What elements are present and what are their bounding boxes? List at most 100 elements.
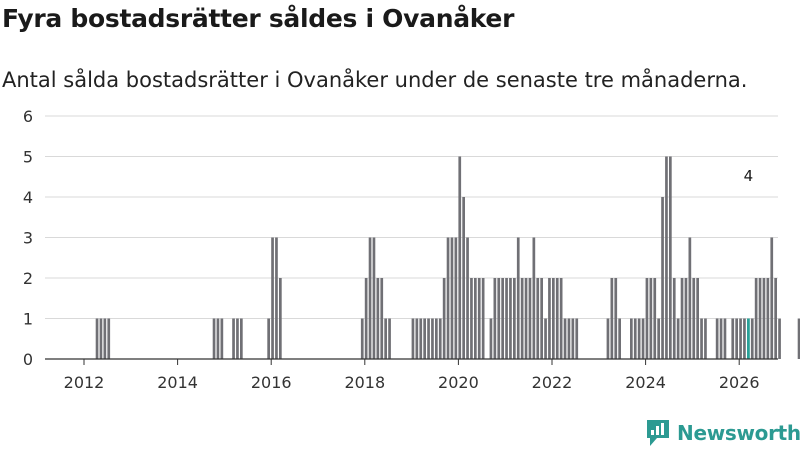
bar	[435, 318, 438, 359]
bar	[540, 278, 543, 359]
bar	[637, 318, 641, 359]
bar	[376, 278, 380, 359]
bar	[610, 278, 614, 359]
bar-series	[95, 156, 800, 359]
bar	[536, 278, 540, 359]
bar	[548, 278, 551, 359]
bar	[474, 278, 477, 359]
y-tick-label: 2	[23, 269, 33, 288]
bar	[758, 278, 762, 359]
bar	[719, 318, 723, 359]
bar	[797, 318, 800, 359]
bar	[271, 237, 274, 359]
bar	[731, 318, 735, 359]
bar	[528, 278, 532, 359]
bar	[520, 278, 524, 359]
bar	[501, 278, 504, 359]
bar	[653, 278, 657, 359]
bar	[723, 318, 727, 359]
bar	[470, 278, 473, 359]
x-tick-label: 2020	[438, 373, 479, 392]
bar	[552, 278, 555, 359]
chart-title: Fyra bostadsrätter såldes i Ovanåker	[2, 4, 515, 33]
bar	[688, 237, 692, 359]
bar	[665, 156, 668, 359]
y-axis-ticks: 0 1 2 3 4 5 6	[23, 107, 33, 369]
bar	[774, 278, 777, 359]
x-tick-label: 2014	[157, 373, 198, 392]
bar	[438, 318, 442, 359]
x-tick-label: 2018	[344, 373, 385, 392]
bar	[770, 237, 774, 359]
bar	[220, 318, 224, 359]
bar	[240, 318, 243, 359]
bar	[450, 237, 454, 359]
bar	[216, 318, 220, 359]
bar	[232, 318, 235, 359]
bar	[411, 318, 415, 359]
bar	[657, 318, 660, 359]
bar	[423, 318, 426, 359]
bar	[442, 278, 446, 359]
y-tick-label: 6	[23, 107, 33, 126]
highlight-value-label: 4	[744, 167, 754, 185]
brand-name: Newsworthy	[677, 421, 800, 445]
x-tick-label: 2012	[64, 373, 105, 392]
bar	[275, 237, 278, 359]
bar	[372, 237, 376, 359]
bar	[676, 318, 680, 359]
bar	[559, 278, 563, 359]
bar	[571, 318, 575, 359]
bar	[505, 278, 508, 359]
bar	[661, 197, 664, 359]
bar	[750, 318, 754, 359]
bar	[762, 278, 766, 359]
bar	[368, 237, 372, 359]
bar	[563, 318, 567, 359]
bar	[524, 278, 528, 359]
bar	[645, 278, 649, 359]
y-tick-label: 1	[23, 310, 33, 329]
bar	[415, 318, 419, 359]
bar	[630, 318, 633, 359]
bar	[364, 278, 368, 359]
bar	[532, 237, 536, 359]
bar	[279, 278, 282, 359]
bar	[743, 318, 746, 359]
newsworthy-logo-icon	[647, 420, 669, 446]
bar	[466, 237, 469, 359]
bar	[680, 278, 684, 359]
bar	[107, 318, 111, 359]
bar	[236, 318, 239, 359]
bar	[99, 318, 103, 359]
x-tick-label: 2022	[532, 373, 573, 392]
bar	[739, 318, 742, 359]
bar	[477, 278, 481, 359]
bar	[212, 318, 216, 359]
bar	[360, 318, 364, 359]
bar	[606, 318, 610, 359]
bar	[446, 237, 450, 359]
bar	[380, 278, 384, 359]
bar	[575, 318, 579, 359]
bar	[267, 318, 270, 359]
bar	[509, 278, 512, 359]
bar	[684, 278, 688, 359]
bar	[431, 318, 434, 359]
bar	[516, 237, 520, 359]
bar	[641, 318, 645, 359]
bar	[672, 278, 676, 359]
chart-subtitle: Antal sålda bostadsrätter i Ovanåker und…	[2, 68, 748, 92]
bar	[715, 318, 719, 359]
x-tick-label: 2024	[625, 373, 666, 392]
bar	[493, 278, 497, 359]
bar	[454, 237, 458, 359]
bar	[103, 318, 107, 359]
bar	[497, 278, 501, 359]
x-axis: 2012 2014 2016 2018 2020 2022 2024 2026	[45, 358, 778, 392]
bar	[544, 318, 547, 359]
bar	[700, 318, 703, 359]
bar	[704, 318, 707, 359]
bar	[458, 156, 462, 359]
